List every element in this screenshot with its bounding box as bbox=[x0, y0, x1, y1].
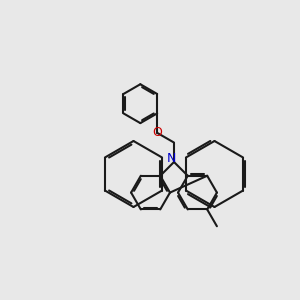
Text: N: N bbox=[167, 152, 176, 165]
Text: O: O bbox=[152, 126, 162, 139]
